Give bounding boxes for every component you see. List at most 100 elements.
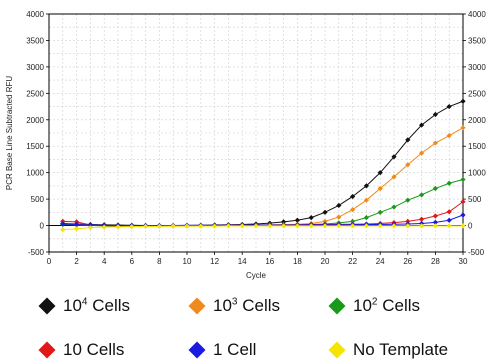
legend-marker: [188, 297, 206, 315]
legend-label: No Template: [353, 340, 449, 359]
y-axis-label: PCR Base Line Subtracted RFU: [5, 76, 14, 190]
data-point: [391, 154, 397, 160]
data-point: [432, 140, 438, 146]
data-point: [308, 223, 314, 229]
data-point: [350, 223, 356, 229]
data-point: [350, 218, 356, 224]
data-point: [432, 185, 438, 192]
legend-marker: [328, 297, 346, 315]
data-point: [225, 223, 231, 229]
data-point: [446, 103, 452, 110]
y-tick-label-left: 2500: [26, 89, 44, 98]
y-tick-label-right: 500: [468, 195, 482, 204]
data-point: [405, 197, 411, 203]
x-tick-label: 26: [403, 257, 412, 266]
y-tick-label-right: 2000: [468, 116, 486, 125]
x-tick-label: 12: [210, 257, 219, 266]
data-point: [432, 223, 438, 229]
legend-label: 1 Cell: [213, 340, 257, 359]
y-tick-label-right: 1000: [468, 169, 486, 178]
legend-label: 102 Cells: [353, 296, 420, 315]
data-point: [87, 225, 93, 231]
data-point: [60, 221, 66, 227]
legend-label: 103 Cells: [213, 296, 280, 315]
plot-area: [48, 13, 464, 253]
y-tick-label-right: 1500: [468, 142, 486, 151]
legend-item: 10 Cells: [38, 340, 124, 360]
data-point: [350, 193, 356, 200]
data-point: [184, 223, 190, 229]
legend-item: 102 Cells: [328, 296, 420, 316]
legend-label: 10 Cells: [63, 340, 125, 359]
data-point: [60, 227, 66, 233]
y-tick-label-right: 4000: [468, 10, 486, 19]
data-point: [446, 180, 452, 186]
data-point: [267, 223, 273, 229]
legend-marker: [328, 341, 346, 359]
data-point: [74, 226, 80, 232]
data-point: [101, 224, 107, 230]
data-point: [460, 125, 466, 131]
data-point: [419, 150, 425, 156]
y-tick-label-left: 500: [31, 195, 45, 204]
data-point: [212, 223, 218, 229]
data-point: [377, 185, 383, 192]
data-point: [363, 197, 369, 203]
x-tick-label: 6: [130, 257, 135, 266]
legend-item: No Template: [328, 340, 448, 360]
x-tick-label: 10: [183, 257, 192, 266]
y-tick-label-right: 0: [468, 222, 473, 231]
data-point: [405, 218, 411, 224]
data-point: [322, 218, 328, 224]
y-tick-label-right: 3500: [468, 36, 486, 45]
legend-marker: [188, 341, 206, 359]
data-point: [281, 219, 287, 225]
data-point: [446, 209, 452, 215]
data-point: [391, 204, 397, 210]
data-point: [350, 207, 356, 213]
data-point: [432, 219, 438, 225]
legend-item: 103 Cells: [188, 296, 280, 316]
data-point: [432, 111, 438, 118]
data-point: [308, 215, 314, 221]
data-point: [60, 218, 66, 224]
x-tick-label: 2: [74, 257, 79, 266]
data-point: [405, 223, 411, 229]
series-5: [60, 223, 466, 233]
data-point: [74, 221, 80, 228]
x-tick-label: 18: [293, 257, 302, 266]
data-point: [419, 223, 425, 229]
legend-marker: [38, 341, 56, 359]
data-point: [391, 223, 397, 229]
x-tick-label: 28: [431, 257, 440, 266]
data-point: [129, 224, 135, 230]
data-point: [419, 216, 425, 222]
data-point: [336, 223, 342, 229]
legend-item: 1 Cell: [188, 340, 256, 360]
data-point: [363, 223, 369, 229]
data-point: [460, 176, 466, 183]
data-point: [377, 223, 383, 229]
x-tick-label: 24: [376, 257, 385, 266]
data-point: [294, 217, 300, 223]
data-point: [322, 223, 328, 229]
data-point: [281, 223, 287, 229]
x-tick-label: 16: [265, 257, 274, 266]
data-point: [198, 223, 204, 229]
y-tick-label-left: 3500: [26, 36, 44, 45]
data-point: [460, 98, 466, 104]
data-point: [239, 223, 245, 229]
y-tick-label-left: 2000: [26, 116, 44, 125]
x-tick-label: 4: [102, 257, 107, 266]
y-tick-label-left: 3000: [26, 63, 44, 72]
data-point: [460, 212, 466, 218]
data-point: [294, 223, 300, 229]
data-point: [363, 183, 369, 189]
data-point: [156, 223, 162, 229]
x-tick-label: 30: [459, 257, 468, 266]
y-tick-label-left: 1000: [26, 169, 44, 178]
y-tick-label-right: 3000: [468, 63, 486, 72]
y-tick-label-left: 4000: [26, 10, 44, 19]
x-tick-label: 20: [321, 257, 330, 266]
